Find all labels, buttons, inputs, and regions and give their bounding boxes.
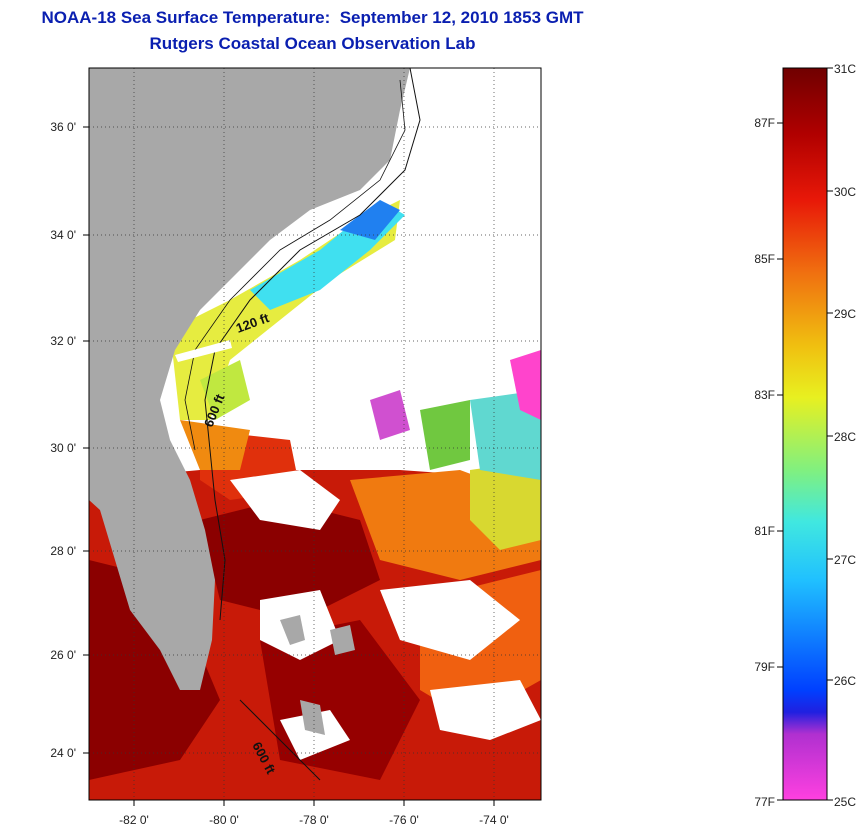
lat-tick-label: 28 0' [50,544,76,558]
sst-magenta-mid [370,390,410,440]
lat-tick-label: 34 0' [50,228,76,242]
colorbar-c-label: 28C [834,430,856,444]
sst-hot-patch-1 [200,500,380,620]
colorbar-f-label: 87F [754,116,775,130]
colorbar-scale [782,67,828,801]
land-bahamas-3 [300,700,325,735]
colorbar-f-label: 81F [754,524,775,538]
sst-hot-patch-2 [89,560,220,780]
map-frame [88,67,542,801]
contour-120ft [184,79,406,451]
colorbar-f-label: 77F [754,795,775,809]
colorbar-c-label: 30C [834,185,856,199]
sst-green-east [420,400,470,470]
cloud-patch-2 [380,580,520,660]
land-southeast-us [89,68,410,690]
cloud-patch-5 [280,710,350,760]
sst-magenta-east [510,350,541,420]
axis-ticks [83,126,495,806]
lon-tick-label: -82 0' [119,813,149,827]
lon-tick-label: -76 0' [389,813,419,827]
sst-blue-shelf [340,200,400,240]
colorbar-f-label: 79F [754,660,775,674]
lon-tick-label: -80 0' [209,813,239,827]
cloud-patch-1 [230,470,340,530]
lon-tick-label: -74 0' [479,813,509,827]
contour-600ft-south [239,699,321,781]
colorbar-c-label: 29C [834,307,856,321]
sst-green-shelf [200,360,250,420]
cloud-streak [175,340,232,362]
lat-tick-label: 32 0' [50,334,76,348]
sst-cyan-east [470,390,541,480]
sst-yellow-east [470,460,541,550]
lat-tick-label: 30 0' [50,441,76,455]
colorbar-c-label: 26C [834,674,856,688]
sst-orange-shelf [180,420,250,470]
lat-tick-label: 24 0' [50,746,76,760]
lat-tick-label: 26 0' [50,648,76,662]
map-subtitle: Rutgers Coastal Ocean Observation Lab [149,34,476,53]
lon-tick-label: -78 0' [299,813,329,827]
contour-600ft [204,68,421,621]
colorbar-c-label: 27C [834,553,856,567]
land-bahamas-2 [330,625,355,655]
colorbar: 87F 85F 83F 81F 79F 77F 31C 30C 29C 28C … [754,62,856,809]
land-bahamas-1 [280,615,305,645]
colorbar-c-label: 31C [834,62,856,76]
map-title: NOAA-18 Sea Surface Temperature: Septemb… [41,8,584,27]
colorbar-f-label: 85F [754,252,775,266]
colorbar-c-label: 25C [834,795,856,809]
cloud-patch-4 [430,680,541,740]
colorbar-f-label: 83F [754,388,775,402]
map-grid [89,68,541,800]
lat-tick-label: 36 0' [50,120,76,134]
